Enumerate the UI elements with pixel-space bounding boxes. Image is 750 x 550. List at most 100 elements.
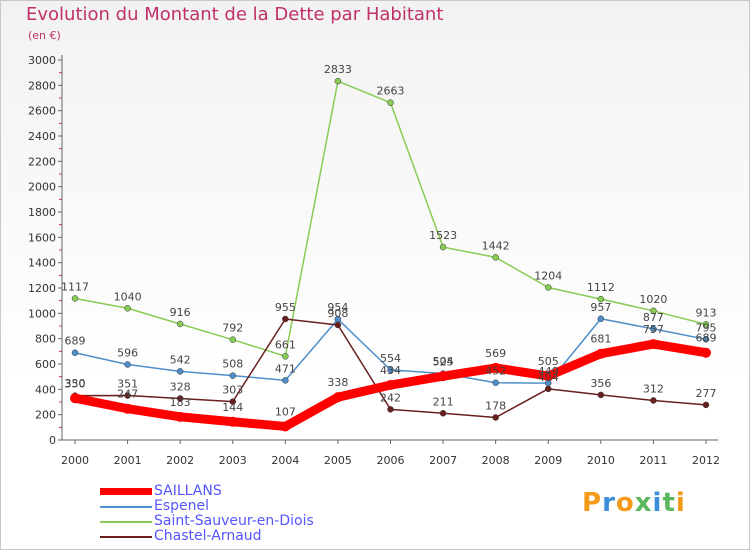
data-label-espenel: 525 <box>433 356 454 369</box>
data-label-saint-sauveur-en-diois: 1112 <box>587 281 615 294</box>
point-chastel-arnaud <box>334 321 342 329</box>
data-label-saillans: 434 <box>380 364 401 377</box>
data-label-saillans: 757 <box>643 323 664 336</box>
point-espenel <box>492 379 499 386</box>
point-chastel-arnaud <box>124 392 131 399</box>
x-tick-label: 2012 <box>692 454 720 467</box>
point-saint-sauveur-en-diois <box>334 77 342 85</box>
point-saint-sauveur-en-diois <box>702 321 710 328</box>
data-label-espenel: 542 <box>170 353 191 366</box>
y-tick-label: 1600 <box>28 231 56 244</box>
x-tick-label: 2010 <box>587 454 615 467</box>
point-saillans <box>122 403 133 414</box>
point-saint-sauveur-en-diois <box>282 353 289 360</box>
data-label-saint-sauveur-en-diois: 792 <box>222 322 243 335</box>
point-saillans <box>438 371 449 382</box>
x-tick-label: 2004 <box>271 454 299 467</box>
data-label-chastel-arnaud: 350 <box>65 378 86 391</box>
x-tick-label: 2009 <box>534 454 562 467</box>
y-tick-label: 2000 <box>28 181 56 194</box>
data-label-chastel-arnaud: 303 <box>222 384 243 397</box>
data-label-chastel-arnaud: 351 <box>117 378 138 391</box>
point-saillans <box>227 416 238 427</box>
data-label-chastel-arnaud: 277 <box>696 387 717 400</box>
data-label-saillans: 681 <box>590 333 611 346</box>
point-chastel-arnaud <box>229 398 236 405</box>
data-label-chastel-arnaud: 312 <box>643 382 664 395</box>
data-label-espenel: 954 <box>327 301 348 314</box>
data-label-saint-sauveur-en-diois: 916 <box>170 306 191 319</box>
chart-unit: (en €) <box>28 29 61 42</box>
x-tick-label: 2006 <box>377 454 405 467</box>
y-tick-label: 3000 <box>28 54 56 67</box>
data-label-espenel: 452 <box>485 365 506 378</box>
y-tick-label: 0 <box>49 434 56 447</box>
x-tick-label: 2000 <box>61 454 89 467</box>
point-saint-sauveur-en-diois <box>387 99 394 106</box>
point-chastel-arnaud <box>545 385 552 393</box>
logo-letter: i <box>652 488 663 518</box>
data-label-saint-sauveur-en-diois: 1204 <box>534 269 562 282</box>
point-saillans <box>332 392 343 403</box>
data-label-saillans: 183 <box>170 396 191 409</box>
y-tick-label: 400 <box>35 383 56 396</box>
data-label-saillans: 504 <box>433 355 454 368</box>
point-saillans <box>595 348 606 359</box>
axes: 0 200 400 600 800 1000 1200 1400 1600 1800 2000 220… <box>28 54 720 467</box>
data-label-espenel: 877 <box>643 311 664 324</box>
point-chastel-arnaud <box>597 391 605 399</box>
point-chastel-arnaud <box>702 401 710 409</box>
y-tick-label: 800 <box>35 333 56 346</box>
logo-letter: P <box>582 488 603 518</box>
data-label-saint-sauveur-en-diois: 661 <box>275 338 296 351</box>
y-tick-label: 600 <box>35 358 56 371</box>
data-label-saillans: 330 <box>65 377 86 390</box>
data-label-saillans: 144 <box>222 401 243 414</box>
data-label-chastel-arnaud: 328 <box>170 380 191 393</box>
data-label-chastel-arnaud: 404 <box>538 371 559 384</box>
data-label-saillans: 689 <box>696 332 717 345</box>
y-tick-label: 2400 <box>28 130 56 143</box>
point-chastel-arnaud <box>387 406 394 413</box>
data-label-espenel: 596 <box>117 347 138 360</box>
data-label-saillans: 247 <box>117 388 138 401</box>
point-espenel <box>124 361 131 368</box>
point-saillans <box>175 411 186 422</box>
data-label-saint-sauveur-en-diois: 1523 <box>429 229 457 242</box>
x-tick-label: 2005 <box>324 454 352 467</box>
x-tick-label: 2011 <box>639 454 667 467</box>
point-saillans <box>701 347 711 358</box>
legend-label-saillans: SAILLANS <box>154 483 222 499</box>
line-chart: 0 200 400 600 800 1000 1200 1400 1600 1800 2000 220… <box>28 54 720 467</box>
legend-swatch-chastel-arnaud <box>100 536 152 538</box>
series-layer <box>70 77 711 432</box>
point-chastel-arnaud <box>176 395 184 402</box>
legend-label-espenel: Espenel <box>154 498 210 514</box>
data-label-espenel: 957 <box>590 301 611 314</box>
data-label-espenel: 508 <box>222 358 243 371</box>
point-chastel-arnaud <box>282 315 289 323</box>
data-label-chastel-arnaud: 211 <box>433 395 454 408</box>
y-tick-label: 1800 <box>28 206 56 219</box>
y-tick-label: 1000 <box>28 307 56 320</box>
data-label-saillans: 338 <box>327 376 348 389</box>
point-saint-sauveur-en-diois <box>545 284 552 291</box>
point-saint-sauveur-en-diois <box>650 307 657 315</box>
data-label-saint-sauveur-en-diois: 1040 <box>114 290 142 303</box>
logo-letter: t <box>662 488 676 518</box>
logo-letter: i <box>675 488 686 518</box>
data-label-espenel: 449 <box>538 365 559 378</box>
data-label-chastel-arnaud: 955 <box>275 301 296 314</box>
point-espenel <box>387 366 394 374</box>
logo-letter: x <box>634 488 653 518</box>
point-chastel-arnaud <box>492 414 499 421</box>
data-label-saint-sauveur-en-diois: 913 <box>696 306 717 319</box>
legend-swatch-saint-sauveur-en-diois <box>100 521 152 523</box>
data-label-saint-sauveur-en-diois: 1020 <box>639 293 667 306</box>
data-label-saillans: 569 <box>485 347 506 360</box>
point-espenel <box>282 377 289 384</box>
point-saint-sauveur-en-diois <box>71 295 79 302</box>
point-saint-sauveur-en-diois <box>597 295 605 303</box>
point-espenel <box>702 336 710 343</box>
